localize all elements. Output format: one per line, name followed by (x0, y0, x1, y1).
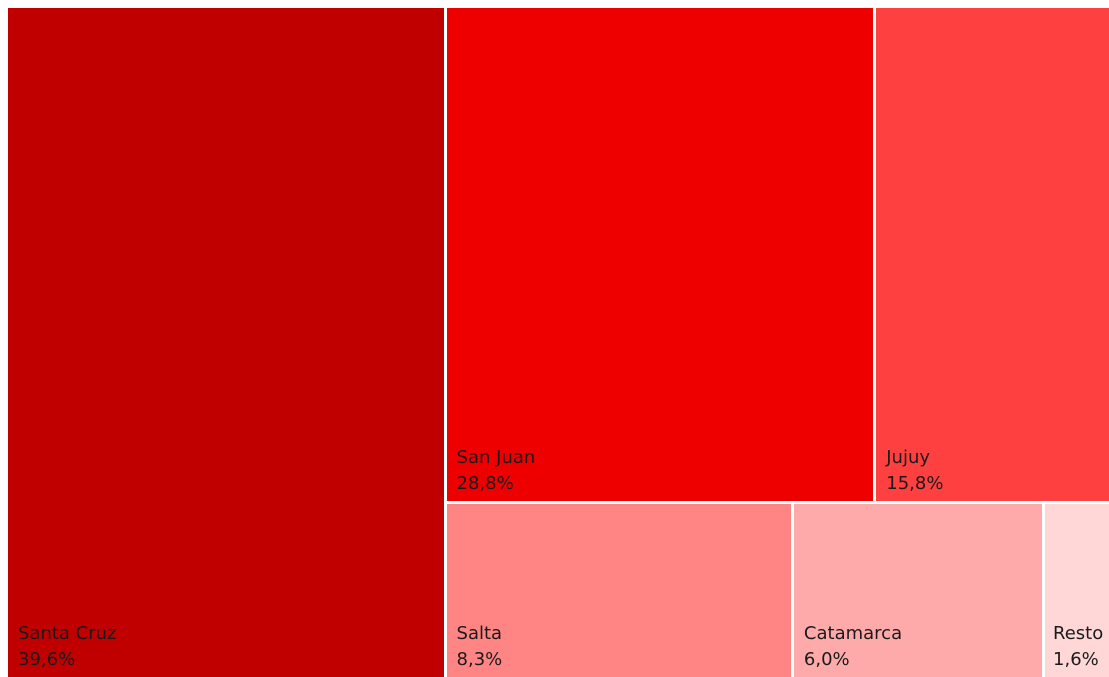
tile-value-catamarca: 6,0% (803, 648, 850, 670)
tile-san-juan: San Juan 28,8% (446, 8, 874, 502)
tile-label-jujuy: Jujuy 15,8% (886, 445, 943, 497)
tile-name-catamarca: Catamarca (803, 622, 903, 644)
tile-resto: Resto 1,6% (1045, 504, 1109, 677)
tile-name-jujuy: Jujuy (886, 447, 931, 469)
tile-value-jujuy: 15,8% (886, 473, 944, 495)
tile-label-resto: Resto 1,6% (1053, 621, 1107, 673)
tile-name-resto: Resto (1053, 622, 1104, 644)
tile-value-salta: 8,3% (456, 648, 503, 670)
tile-name-santa-cruz: Santa Cruz (18, 623, 117, 644)
tile-salta: Salta 8,3% (446, 504, 791, 677)
tile-catamarca: Catamarca 6,0% (793, 504, 1043, 677)
tile-santa-cruz: Santa Cruz 39,6% (8, 8, 444, 677)
tile-name-san-juan: San Juan (456, 447, 536, 469)
tile-value-resto: 1,6% (1053, 648, 1099, 670)
tile-label-san-juan: San Juan 28,8% (457, 445, 536, 497)
tile-name-salta: Salta (456, 622, 503, 644)
tile-label-santa-cruz: Santa Cruz 39,6% (18, 621, 117, 673)
tile-label-salta: Salta 8,3% (457, 621, 503, 673)
tile-value-san-juan: 28,8% (456, 473, 514, 495)
tile-jujuy: Jujuy 15,8% (876, 8, 1109, 502)
tile-label-catamarca: Catamarca 6,0% (804, 621, 902, 673)
tile-value-santa-cruz: 39,6% (18, 649, 76, 670)
